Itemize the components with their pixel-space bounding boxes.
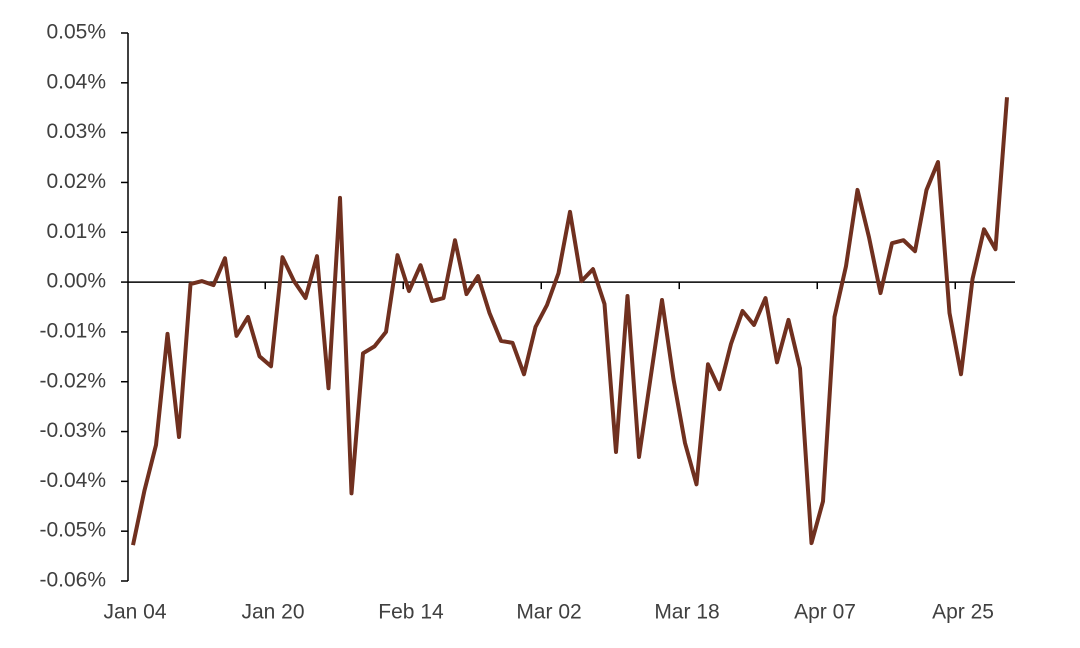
y-tick-label: 0.03%	[46, 120, 106, 143]
x-tick-label: Mar 02	[516, 601, 581, 624]
y-tick-label: -0.03%	[39, 419, 106, 442]
x-tick-label: Apr 07	[794, 601, 856, 624]
data-line	[131, 97, 1009, 546]
y-tick-label: 0.01%	[46, 220, 106, 243]
y-tick-label: 0.02%	[46, 170, 106, 193]
y-tick-label: 0.04%	[46, 70, 106, 93]
y-tick-label: -0.06%	[39, 569, 106, 592]
y-tick-label: -0.02%	[39, 369, 106, 392]
y-tick-label: -0.05%	[39, 519, 106, 542]
y-tick-label: -0.04%	[39, 469, 106, 492]
y-tick-label: 0.05%	[46, 21, 106, 44]
x-tick-label: Apr 25	[932, 601, 994, 624]
y-tick-label: -0.01%	[39, 319, 106, 342]
x-tick-label: Jan 04	[103, 601, 166, 624]
y-tick-label: 0.00%	[46, 270, 106, 293]
x-tick-label: Jan 20	[241, 601, 304, 624]
x-tick-label: Mar 18	[654, 601, 719, 624]
x-tick-label: Feb 14	[378, 601, 444, 624]
